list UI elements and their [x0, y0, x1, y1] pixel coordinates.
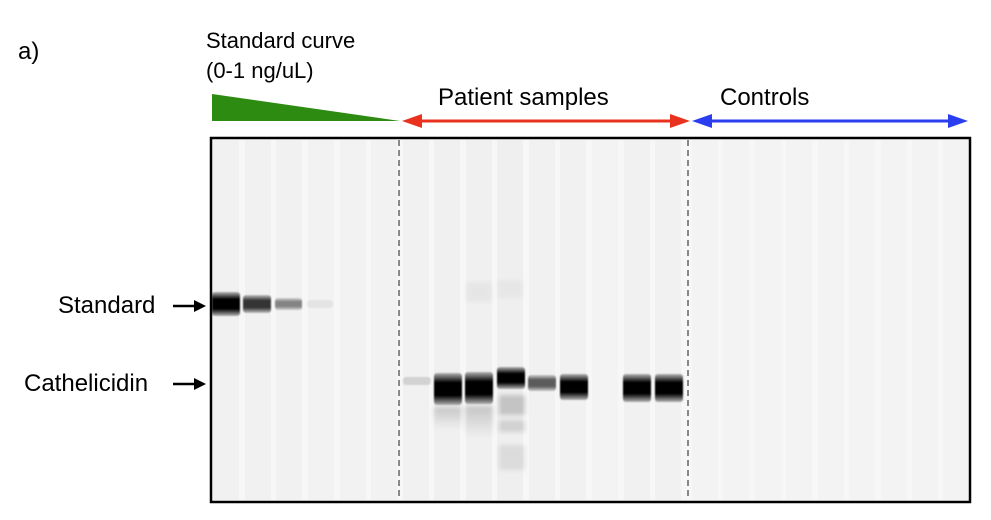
standard-curve-title-line2: (0-1 ng/uL) — [206, 58, 314, 83]
patient-samples-label: Patient samples — [438, 84, 609, 111]
controls-arrow — [692, 114, 968, 128]
standard-curve-title-line1: Standard curve — [206, 28, 356, 53]
standard-curve-title: Standard curve (0-1 ng/uL) — [206, 26, 355, 86]
cathelicidin-bands — [403, 282, 683, 470]
panel-label: a) — [18, 38, 40, 65]
controls-label: Controls — [720, 84, 810, 111]
standard-curve-wedge — [212, 94, 400, 121]
standard-marker-label: Standard — [58, 292, 156, 319]
cathelicidin-arrow — [173, 378, 206, 390]
cathelicidin-marker-label: Cathelicidin — [24, 370, 149, 397]
gel-lanes — [213, 140, 968, 500]
patient-samples-arrow — [402, 114, 690, 128]
standard-bands — [212, 292, 333, 316]
gel-frame — [209, 136, 972, 504]
standard-arrow — [173, 300, 206, 312]
